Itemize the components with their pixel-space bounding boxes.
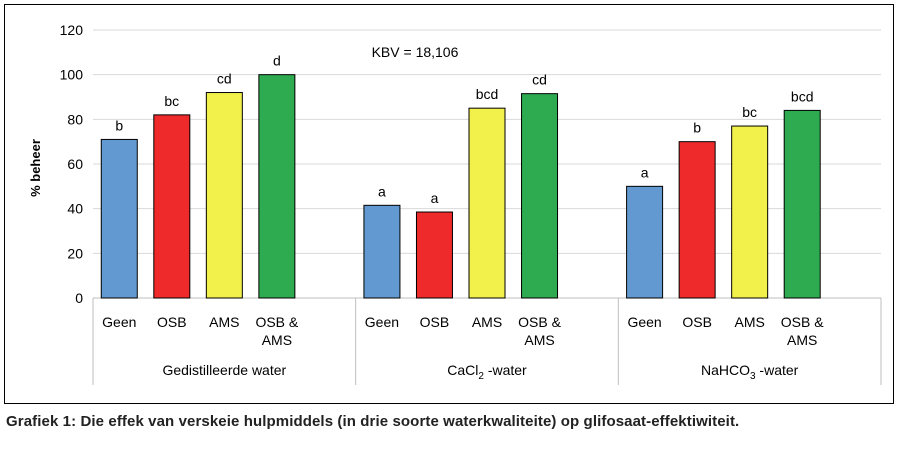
significance-letter: a [431, 190, 439, 206]
bar-2-3 [783, 109, 821, 299]
x-tick-label: Geen [627, 314, 661, 330]
y-tick-label: 40 [67, 201, 83, 217]
x-tick-label: OSB [682, 314, 712, 330]
y-tick-label: 100 [60, 67, 84, 83]
bar-2-1 [678, 141, 716, 299]
y-axis-label: % beheer [28, 139, 43, 197]
bar-0-3 [258, 74, 296, 299]
labels: 0 20 40 60 80 100 120 b Geen bc OSB cd AMS d OSB & AMS G… [60, 22, 825, 382]
significance-letter: a [641, 164, 649, 180]
bar-1-1 [415, 211, 453, 299]
significance-letter: b [115, 117, 123, 133]
x-tick-label: OSB [420, 314, 450, 330]
x-tick-label: AMS [734, 314, 764, 330]
bar-1-2 [468, 107, 506, 299]
x-tick-label: Geen [365, 314, 399, 330]
bar-2-0 [626, 185, 664, 299]
significance-letter: bcd [476, 86, 499, 102]
x-tick-label: AMS [262, 332, 292, 348]
significance-letter: bc [164, 93, 179, 109]
x-tick-label: OSB & [255, 314, 298, 330]
y-tick-label: 20 [67, 245, 83, 261]
significance-letter: bc [742, 104, 757, 120]
bar-1-0 [363, 204, 401, 299]
bars [100, 74, 821, 299]
y-tick-label: 60 [67, 156, 83, 172]
y-tick-label: 120 [60, 22, 84, 38]
significance-letter: bcd [791, 88, 814, 104]
x-tick-label: AMS [209, 314, 239, 330]
x-tick-label: Geen [102, 314, 136, 330]
significance-letter: d [273, 53, 281, 69]
x-tick-label: AMS [787, 332, 817, 348]
bar-2-2 [731, 125, 769, 299]
group-label: Gedistilleerde water [162, 362, 286, 378]
bar-0-0 [100, 138, 138, 299]
x-tick-label: OSB & [518, 314, 561, 330]
x-tick-label: AMS [472, 314, 502, 330]
x-tick-label: OSB [157, 314, 187, 330]
figure-caption: Grafiek 1: Die effek van verskeie hulpmi… [6, 413, 740, 430]
chart-frame: 0 20 40 60 80 100 120 b Geen bc OSB cd AMS d OSB & AMS G… [4, 4, 894, 404]
y-tick-label: 80 [67, 111, 83, 127]
kbv-annotation: KBV = 18,106 [372, 44, 459, 60]
significance-letter: cd [532, 72, 547, 88]
significance-letter: b [693, 120, 701, 136]
group-label: CaCl2 -water [447, 362, 527, 382]
bar-1-3 [521, 93, 559, 299]
bar-0-1 [153, 114, 191, 299]
significance-letter: cd [217, 71, 232, 87]
y-tick-label: 0 [75, 290, 83, 306]
bar-chart: 0 20 40 60 80 100 120 b Geen bc OSB cd AMS d OSB & AMS G… [28, 22, 882, 385]
group-label: NaHCO3 -water [701, 362, 799, 382]
x-tick-label: OSB & [781, 314, 824, 330]
bar-0-2 [205, 92, 243, 299]
x-tick-label: AMS [524, 332, 554, 348]
significance-letter: a [378, 183, 386, 199]
